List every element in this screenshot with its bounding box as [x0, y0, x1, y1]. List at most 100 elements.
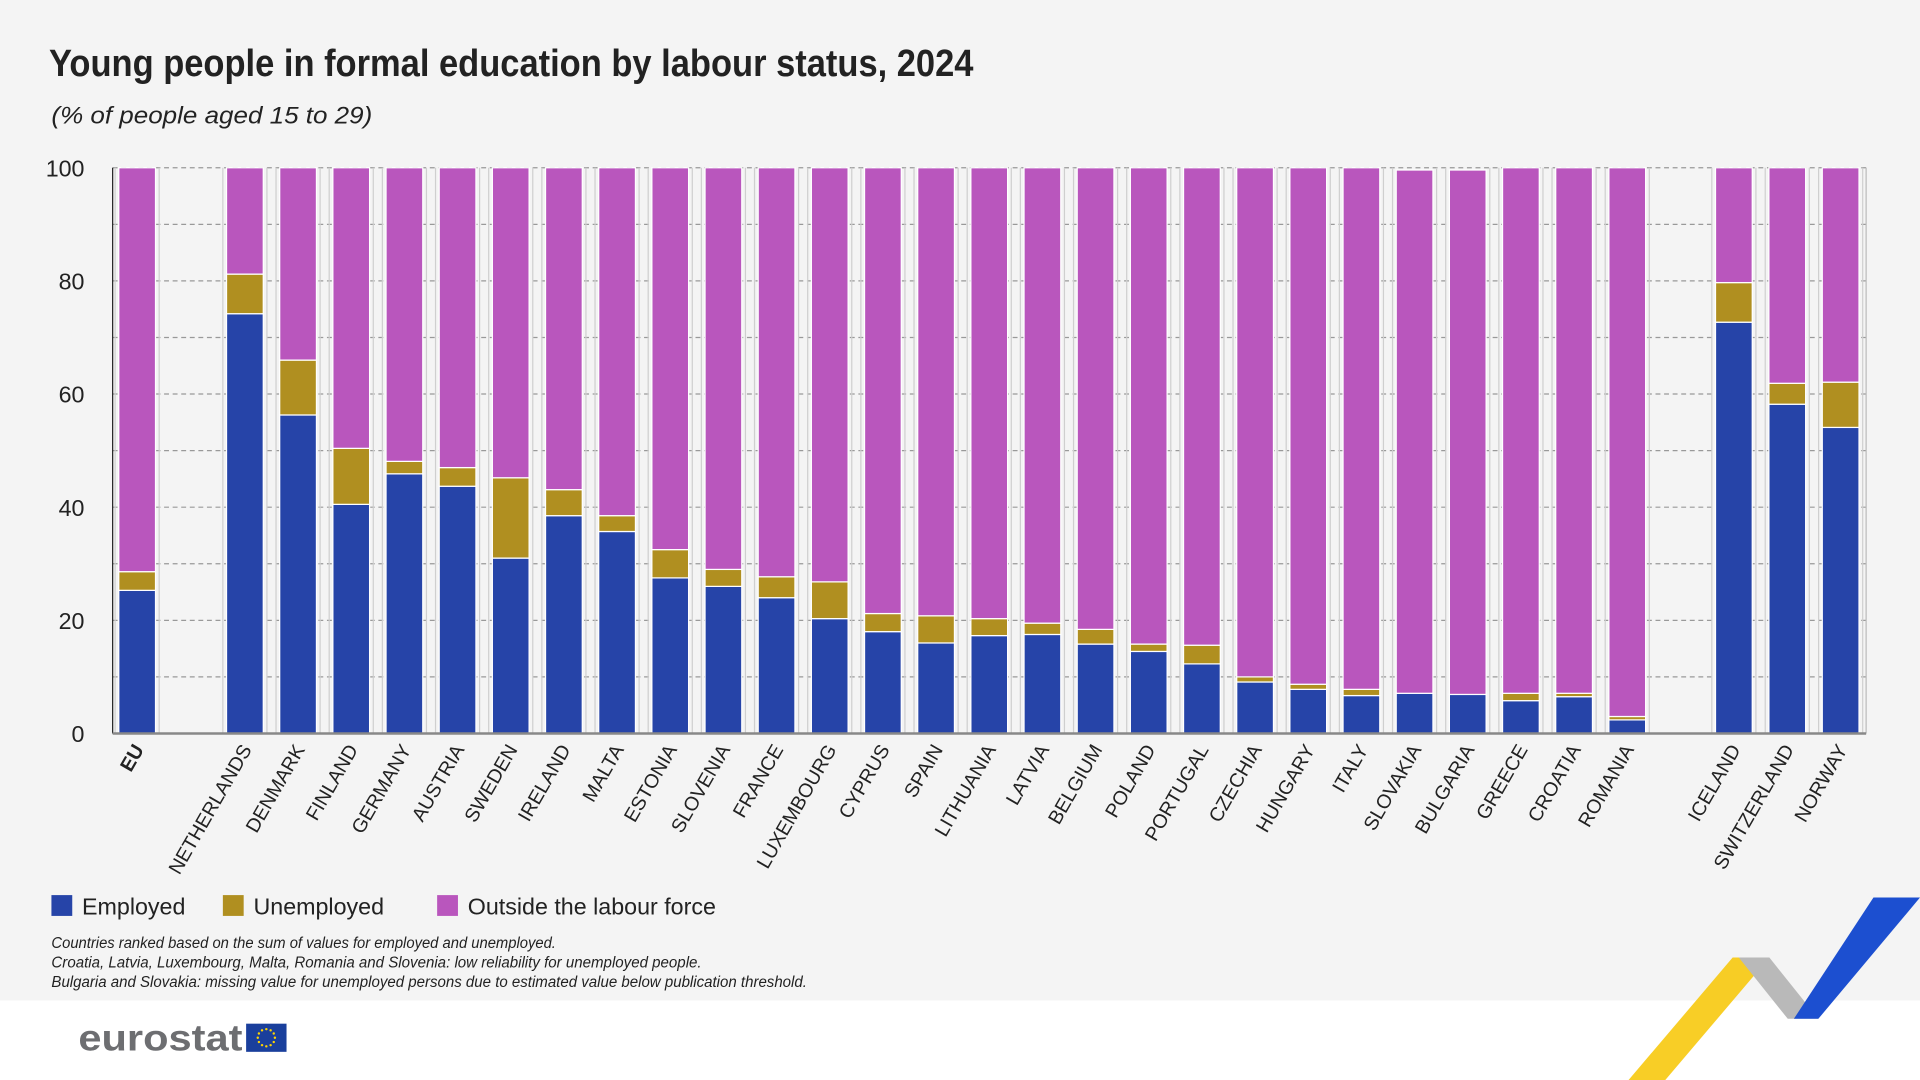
star-icon — [256, 1036, 259, 1039]
bar-employed-estonia — [651, 577, 690, 735]
bar-employed-ireland — [544, 515, 583, 735]
bar-unemployed-belgium — [1076, 628, 1115, 645]
bar-employed-hungary — [1289, 688, 1328, 735]
bar-employed-denmark — [279, 414, 318, 735]
star-icon — [260, 1029, 264, 1032]
bar-outside-the-labour-force-slovakia — [1395, 169, 1434, 694]
bar-unemployed-austria — [438, 466, 477, 487]
bar-outside-the-labour-force-luxembourg — [810, 167, 849, 583]
bar-unemployed-norway — [1821, 381, 1860, 429]
bar-outside-the-labour-force-austria — [438, 167, 477, 469]
bar-employed-switzerland — [1768, 403, 1807, 735]
star-icon — [269, 1029, 272, 1032]
y-tick-label: 40 — [59, 495, 85, 521]
bar-outside-the-labour-force-switzerland — [1768, 167, 1807, 384]
bar-unemployed-cyprus — [863, 612, 902, 633]
bar-outside-the-labour-force-cyprus — [863, 167, 902, 615]
bar-unemployed-switzerland — [1768, 382, 1807, 405]
legend-swatch — [51, 895, 73, 916]
bar-employed-finland — [332, 503, 371, 735]
bar-employed-sweden — [491, 557, 530, 735]
bar-outside-the-labour-force-croatia — [1555, 167, 1594, 694]
bar-outside-the-labour-force-sweden — [491, 167, 530, 479]
bar-unemployed-iceland — [1714, 281, 1753, 323]
bar-employed-portugal — [1182, 663, 1221, 735]
bar-outside-the-labour-force-bulgaria — [1448, 169, 1487, 696]
chart-subtitle: (% of people aged 15 to 29) — [51, 103, 372, 130]
bar-employed-norway — [1821, 426, 1860, 735]
legend-label: Outside the labour force — [468, 894, 716, 920]
bar-outside-the-labour-force-spain — [917, 167, 956, 617]
bar-unemployed-ireland — [544, 489, 583, 517]
bar-unemployed-denmark — [279, 359, 318, 416]
legend-swatch — [437, 895, 458, 916]
star-icon — [272, 1040, 275, 1044]
bar-outside-the-labour-force-latvia — [1023, 167, 1062, 624]
chart-title: Young people in formal education by labo… — [49, 43, 973, 85]
bar-unemployed-lithuania — [970, 618, 1009, 637]
bar-employed-cyprus — [863, 631, 902, 735]
bar-outside-the-labour-force-lithuania — [970, 167, 1009, 620]
star-icon — [257, 1032, 261, 1035]
bar-employed-slovenia — [704, 585, 743, 735]
star-icon — [269, 1043, 272, 1047]
bar-outside-the-labour-force-ireland — [544, 167, 583, 491]
eurostat-logo: eurostat — [78, 1018, 287, 1059]
star-icon — [273, 1036, 277, 1039]
bar-outside-the-labour-force-italy — [1342, 167, 1381, 690]
y-axis: 0 20 40 60 80 100 — [46, 155, 1867, 747]
bar-unemployed-eu — [118, 571, 157, 591]
bar-outside-the-labour-force-norway — [1821, 167, 1860, 383]
bar-unemployed-sweden — [491, 477, 530, 559]
bar-employed-bulgaria — [1448, 693, 1487, 735]
bar-unemployed-portugal — [1182, 644, 1221, 665]
star-icon — [257, 1040, 261, 1044]
bar-employed-croatia — [1555, 696, 1594, 735]
bar-outside-the-labour-force-finland — [332, 167, 371, 449]
legend-label: Employed — [82, 894, 185, 920]
bar-employed-france — [757, 597, 796, 735]
bar-unemployed-malta — [598, 515, 637, 533]
bar-outside-the-labour-force-denmark — [279, 167, 318, 361]
bar-unemployed-finland — [332, 447, 371, 505]
bar-outside-the-labour-force-iceland — [1714, 167, 1753, 284]
bar-outside-the-labour-force-germany — [385, 167, 424, 462]
bar-outside-the-labour-force-portugal — [1182, 167, 1221, 646]
star-icon — [260, 1043, 264, 1047]
bar-unemployed-estonia — [651, 549, 690, 579]
bar-employed-lithuania — [970, 634, 1009, 735]
footer-band — [0, 1000, 1920, 1080]
star-icon — [272, 1032, 275, 1035]
legend-swatch — [222, 895, 244, 916]
bar-employed-greece — [1501, 700, 1540, 735]
bar-employed-austria — [438, 485, 477, 735]
bar-outside-the-labour-force-slovenia — [704, 167, 743, 571]
bar-employed-spain — [917, 642, 956, 735]
legend: Employed Unemployed Outside the labour for… — [51, 894, 716, 920]
bar-unemployed-slovenia — [704, 568, 743, 587]
logo-text: eurostat — [78, 1018, 242, 1059]
note-2: Croatia, Latvia, Luxembourg, Malta, Roma… — [51, 954, 701, 971]
bar-unemployed-france — [757, 576, 796, 599]
bar-outside-the-labour-force-belgium — [1076, 167, 1115, 630]
bar-unemployed-italy — [1342, 688, 1381, 697]
bar-unemployed-poland — [1129, 643, 1168, 653]
bar-outside-the-labour-force-malta — [598, 167, 637, 517]
bar-employed-italy — [1342, 694, 1381, 735]
bar-unemployed-luxembourg — [810, 581, 849, 620]
y-tick-label: 80 — [59, 268, 85, 294]
bar-unemployed-greece — [1501, 692, 1540, 702]
bar-employed-romania — [1608, 719, 1647, 735]
star-icon — [265, 1045, 268, 1048]
note-1: Countries ranked based on the sum of val… — [51, 935, 555, 952]
bar-outside-the-labour-force-hungary — [1289, 167, 1328, 685]
bar-employed-luxembourg — [810, 618, 849, 735]
y-tick-label: 20 — [59, 608, 85, 634]
y-tick-label: 100 — [46, 155, 85, 181]
bar-employed-slovakia — [1395, 692, 1434, 735]
bar-unemployed-latvia — [1023, 622, 1062, 636]
bar-outside-the-labour-force-france — [757, 167, 796, 578]
bar-employed-latvia — [1023, 633, 1062, 735]
bar-outside-the-labour-force-greece — [1501, 167, 1540, 694]
